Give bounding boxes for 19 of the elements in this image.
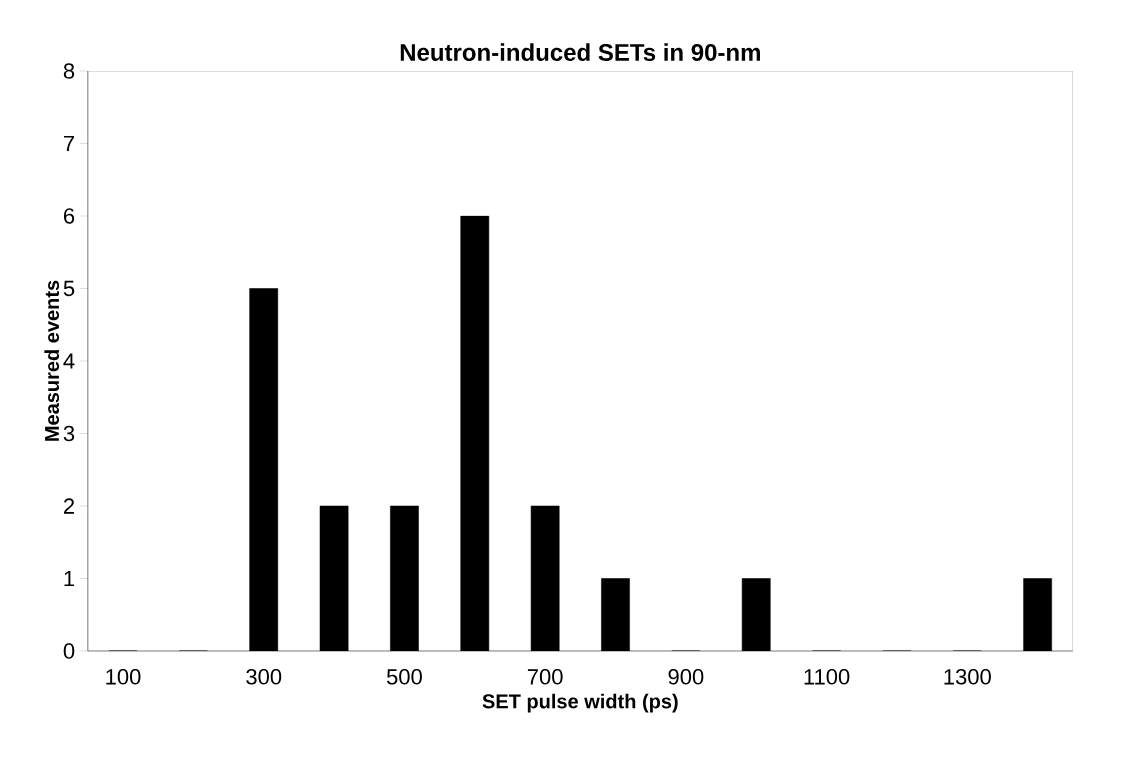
chart-title: Neutron-induced SETs in 90-nm (400, 43, 760, 61)
x-tick-label: 500 (386, 669, 422, 685)
y-tick-label: 1 (64, 570, 75, 587)
x-tick-label: 700 (527, 669, 563, 685)
x-tick-label: 300 (246, 669, 282, 685)
x-tick-label: 900 (668, 669, 704, 685)
y-tick-label: 5 (63, 280, 75, 297)
x-axis-title: SET pulse width (ps) (482, 693, 678, 713)
x-tick-label: 100 (106, 669, 141, 685)
y-tick-label: 7 (64, 135, 75, 152)
y-tick-label: 0 (63, 643, 75, 659)
x-tick-label: 1100 (804, 669, 850, 685)
y-axis-title: Measured events (44, 280, 60, 441)
y-tick-label: 2 (63, 498, 75, 514)
y-tick-label: 6 (63, 208, 75, 224)
y-tick-label: 4 (63, 353, 75, 369)
x-tick-label: 1300 (944, 669, 991, 685)
y-tick-label: 3 (63, 425, 75, 442)
y-tick-label: 8 (63, 63, 75, 79)
